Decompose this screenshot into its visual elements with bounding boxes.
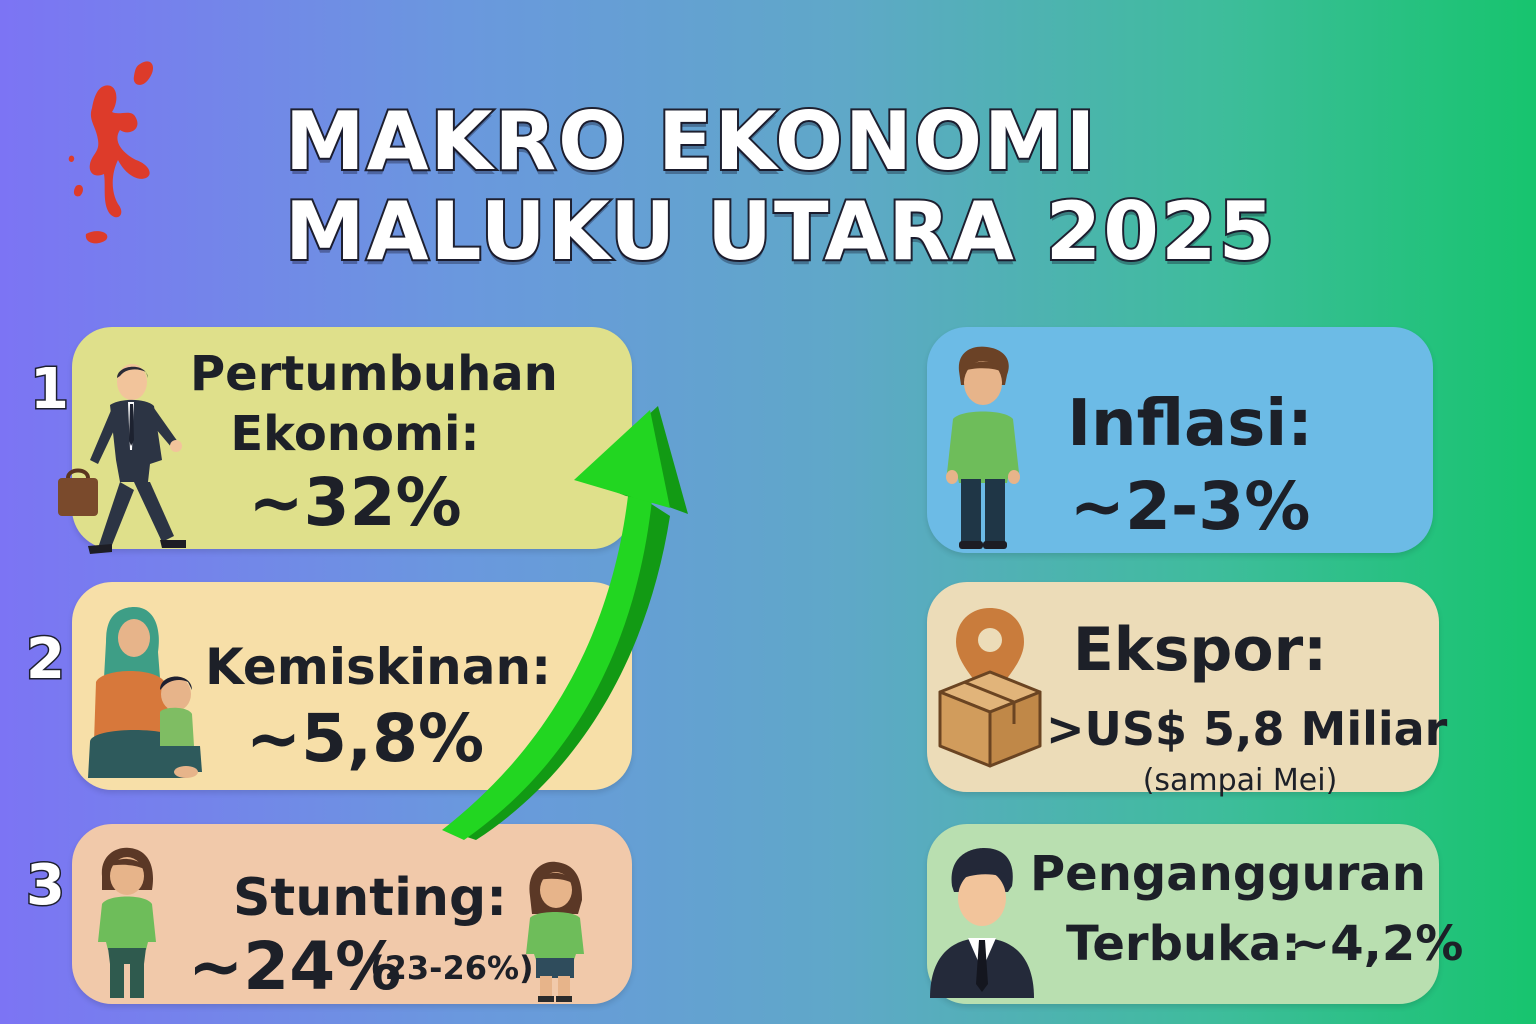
poverty-label: Kemiskinan: xyxy=(205,638,552,696)
box-icon xyxy=(938,670,1042,768)
growth-arrow-icon xyxy=(442,406,688,840)
inflation-value: ~2-3% xyxy=(1069,468,1311,545)
export-value: >US$ 5,8 Miliar xyxy=(1046,702,1448,756)
export-label: Ekspor: xyxy=(1072,615,1328,685)
girl-icon xyxy=(98,847,156,998)
man-suit-icon xyxy=(930,848,1034,998)
page-title-line1: MAKRO EKONOMI xyxy=(283,95,1098,188)
unemployment-label-line1: Pengangguran xyxy=(1030,846,1426,902)
inflation-label: Inflasi: xyxy=(1067,387,1313,461)
card-number-1: 1 xyxy=(29,357,71,422)
card-number-3: 3 xyxy=(25,853,67,918)
growth-label-line1: Pertumbuhan xyxy=(190,346,558,402)
unemployment-label-line2: Terbuka: xyxy=(1066,916,1301,972)
young-man-icon xyxy=(946,346,1020,549)
girl-icon xyxy=(526,861,584,1002)
businessman-walking-icon xyxy=(58,364,186,554)
unemployment-value: ~4,2% xyxy=(1290,916,1464,972)
page-title-line2: MALUKU UTARA 2025 xyxy=(283,185,1277,278)
mother-child-icon xyxy=(88,607,202,778)
card-number-2: 2 xyxy=(25,627,67,692)
stunting-label: Stunting: xyxy=(232,868,508,928)
stunting-value: ~24% xyxy=(188,928,402,1005)
map-icon xyxy=(68,61,154,244)
growth-label-line2: Ekonomi: xyxy=(230,406,480,462)
export-note: (sampai Mei) xyxy=(1142,763,1338,798)
growth-value: ~32% xyxy=(248,464,462,541)
poverty-value: ~5,8% xyxy=(245,700,485,777)
stunting-range-note: (23-26%) xyxy=(370,949,534,987)
